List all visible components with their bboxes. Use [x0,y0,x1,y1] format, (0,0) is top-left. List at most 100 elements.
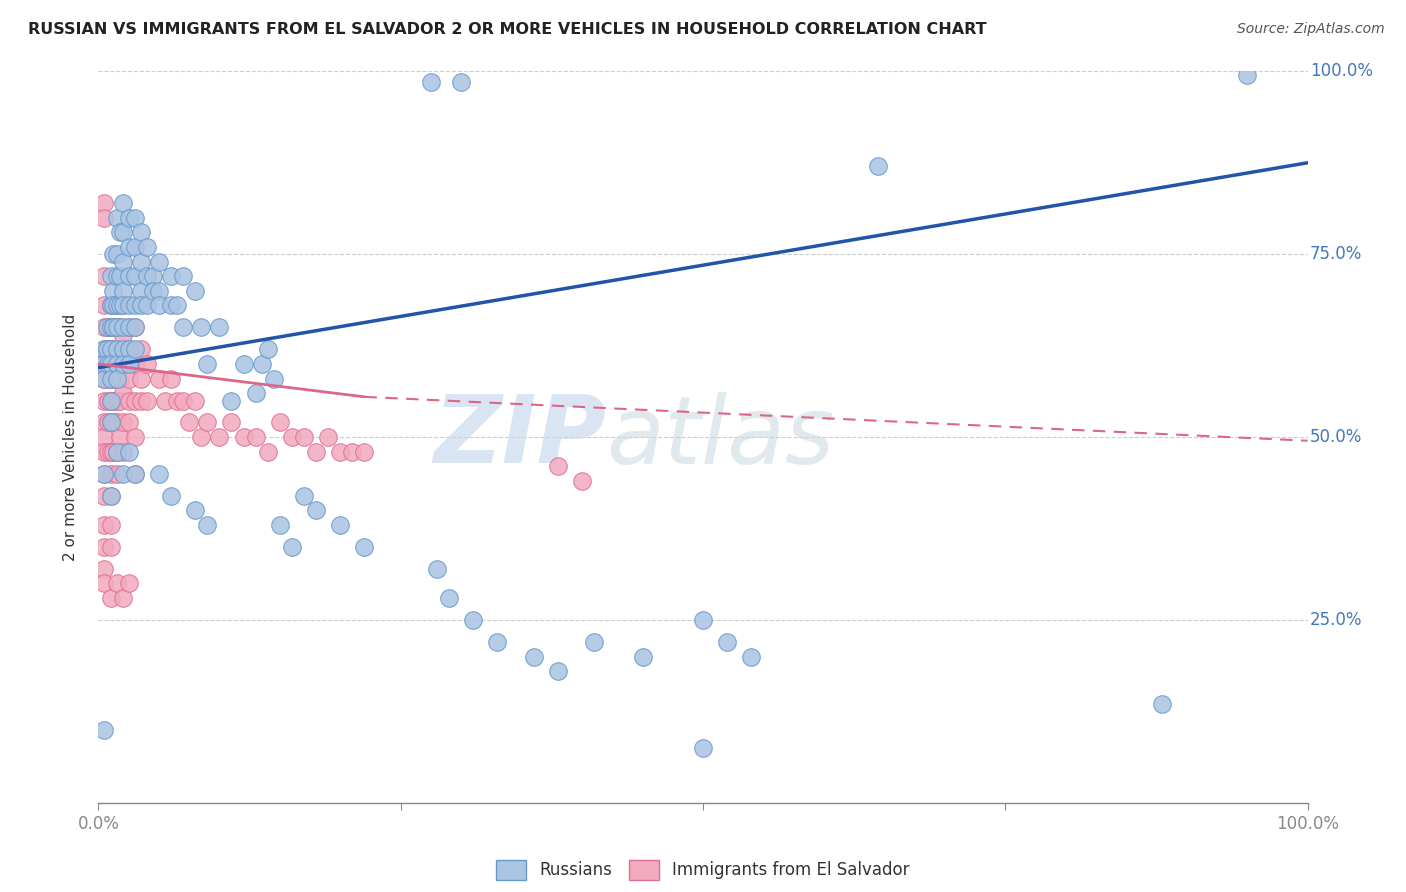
Point [96,320,118,334]
Point [221,393,243,408]
Point [160,298,183,312]
Point [208,430,231,444]
Point [93,298,115,312]
Point [195,416,218,430]
Point [342,444,364,458]
Point [101,393,124,408]
Text: 75.0%: 75.0% [1310,245,1362,263]
Point [129,298,152,312]
Point [93,357,115,371]
Point [105,211,128,225]
Point [160,489,183,503]
Point [93,196,115,211]
Point [93,371,115,385]
Point [101,416,124,430]
Point [93,467,115,481]
Point [190,320,212,334]
Point [100,320,122,334]
Point [105,371,128,385]
Point [93,430,115,444]
Point [108,343,131,357]
Point [716,635,738,649]
Point [111,591,134,605]
Point [97,444,120,458]
Point [124,211,146,225]
Point [868,160,890,174]
Point [292,430,315,444]
Point [105,320,128,334]
Point [93,357,115,371]
Point [148,284,170,298]
Text: 100.0%: 100.0% [1310,62,1374,80]
Point [184,284,207,298]
Point [166,393,188,408]
Point [108,371,131,385]
Text: Source: ZipAtlas.com: Source: ZipAtlas.com [1237,22,1385,37]
Point [100,343,122,357]
Point [111,416,134,430]
Point [105,393,128,408]
Point [97,416,120,430]
Point [100,467,122,481]
Point [111,357,134,371]
Point [426,562,449,576]
Point [105,298,128,312]
Point [142,269,165,284]
Point [100,298,122,312]
Point [166,298,188,312]
Point [329,444,352,458]
Point [129,393,152,408]
Point [93,343,115,357]
Point [245,430,267,444]
Point [232,357,254,371]
Point [97,343,120,357]
Point [100,343,122,357]
Point [93,393,115,408]
Point [129,254,152,268]
Point [100,371,122,385]
Point [118,357,141,371]
Point [101,247,124,261]
Point [118,320,141,334]
Point [100,517,122,532]
Point [111,298,134,312]
Point [692,613,714,627]
Point [305,503,328,517]
Point [124,269,146,284]
Point [100,320,122,334]
Point [305,444,328,458]
Point [108,393,131,408]
Point [118,240,141,254]
Point [97,393,120,408]
Point [96,343,118,357]
Point [100,298,122,312]
Text: ZIP: ZIP [433,391,606,483]
Point [263,371,285,385]
Point [437,591,460,605]
Point [124,320,146,334]
Point [142,284,165,298]
Point [292,489,315,503]
Point [93,211,115,225]
Point [179,416,201,430]
Point [93,371,115,385]
Point [135,269,157,284]
Point [124,467,146,481]
Point [148,371,170,385]
Point [100,489,122,503]
Point [523,649,546,664]
Point [124,430,146,444]
Point [353,444,375,458]
Point [105,467,128,481]
Point [195,517,218,532]
Point [129,343,152,357]
Point [101,343,124,357]
Point [148,254,170,268]
Point [97,320,120,334]
Point [118,211,141,225]
Point [269,416,291,430]
Text: atlas: atlas [606,392,835,483]
Point [111,254,134,268]
Point [93,269,115,284]
Point [221,416,243,430]
